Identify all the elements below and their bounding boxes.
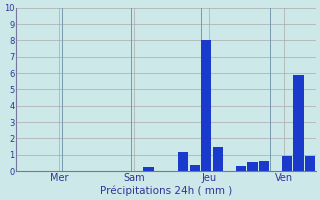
Bar	[247, 162, 258, 171]
Bar	[305, 156, 315, 171]
Bar	[282, 156, 292, 171]
Bar	[143, 167, 154, 171]
Bar	[201, 40, 212, 171]
X-axis label: Précipitations 24h ( mm ): Précipitations 24h ( mm )	[100, 185, 232, 196]
Bar	[189, 165, 200, 171]
Bar	[259, 161, 269, 171]
Bar	[293, 75, 304, 171]
Bar	[178, 152, 188, 171]
Bar	[236, 166, 246, 171]
Bar	[213, 147, 223, 171]
